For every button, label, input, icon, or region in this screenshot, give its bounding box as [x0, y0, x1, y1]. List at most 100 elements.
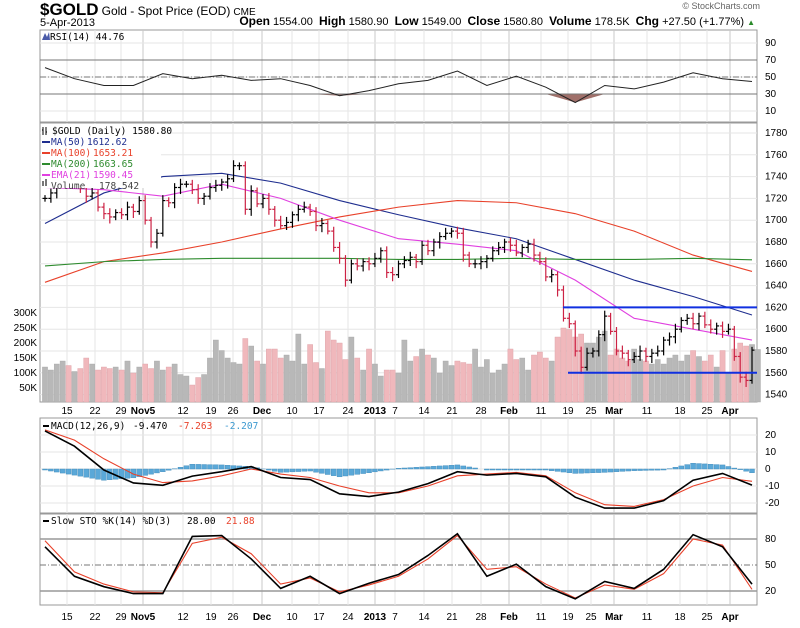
price-bar [178, 178, 184, 195]
legend-value: 1590.45 [93, 170, 133, 181]
macd-histogram-bar [537, 468, 543, 471]
panel-rsi [39, 29, 758, 123]
volume-bar [690, 350, 696, 403]
macd-histogram-bar [543, 468, 549, 471]
y-tick-label: 90 [765, 38, 777, 49]
price-bar [590, 347, 596, 358]
volume-bar [613, 348, 620, 403]
volume-bar [77, 368, 84, 403]
volume-bar [289, 360, 296, 403]
x-tick-label: 11 [642, 612, 653, 623]
y-tick-label: 1680 [765, 237, 788, 248]
legend-value: 1663.65 [93, 159, 133, 170]
macd-histogram-bar [325, 468, 331, 475]
x-tick-label: Dec [253, 612, 272, 623]
x-tick-label: Mar [605, 612, 623, 623]
volume-label: Volume [549, 14, 592, 28]
panel-macd [39, 417, 758, 514]
macd-histogram-bar [124, 468, 131, 479]
volume-bar [160, 369, 166, 403]
macd-histogram-bar [360, 468, 366, 474]
macd-histogram-bar [490, 468, 496, 471]
volume-bar [460, 362, 467, 403]
macd-histogram-bar [454, 464, 461, 470]
volume-bar [401, 339, 408, 403]
price-bar [472, 259, 478, 269]
volume-bar [295, 333, 302, 403]
y-tick-label: 200K [14, 338, 38, 349]
volume-bar [195, 377, 201, 403]
macd-histogram-bar [413, 467, 419, 470]
volume-bar [325, 330, 331, 403]
change-label: Chg [635, 14, 659, 28]
price-bar [637, 345, 643, 361]
price-bar [537, 251, 543, 265]
quote-summary: Open 1554.00 High 1580.90 Low 1549.00 Cl… [239, 14, 755, 28]
price-bar [348, 259, 354, 284]
price-bar [407, 251, 413, 266]
x-tick-label: Apr [721, 612, 738, 623]
x-tick-label: 2013 [364, 406, 387, 417]
x-tick-label: 26 [227, 406, 239, 417]
price-bar [390, 267, 396, 282]
macd-histogram-bar [613, 468, 620, 472]
x-tick-label: 12 [177, 406, 189, 417]
price-bar [266, 192, 272, 215]
x-tick-label: Apr [721, 406, 738, 417]
price-bar [596, 330, 602, 357]
rsi-title: RSI(14) 44.76 [50, 32, 125, 43]
macd-histogram-bar [725, 466, 732, 470]
macd-histogram-bar [42, 468, 48, 471]
price-bar [667, 332, 673, 346]
y-tick-label: 100K [14, 368, 38, 379]
volume-bar [271, 348, 278, 403]
price-bar [242, 161, 248, 215]
price-bar [613, 327, 619, 356]
y-tick-label: 1780 [765, 128, 788, 139]
macd-histogram-bar [519, 468, 525, 471]
volume-bar [525, 369, 531, 403]
volume-bar [601, 330, 608, 403]
price-bar [608, 312, 614, 335]
macd-histogram-bar [513, 468, 520, 471]
macd-histogram-bar [189, 464, 195, 470]
open-label: Open [239, 14, 270, 28]
macd-histogram-bar [183, 465, 190, 470]
price-bar [148, 216, 154, 248]
macd-histogram-bar [649, 468, 655, 471]
volume-bar [313, 362, 319, 403]
y-tick-label: 80 [765, 534, 777, 545]
macd-histogram-bar [48, 468, 54, 472]
volume-bar [248, 345, 255, 403]
volume-bar [696, 356, 702, 403]
volume-bar [148, 368, 154, 403]
volume-bar [389, 369, 396, 403]
volume-bar [649, 363, 655, 403]
x-tick-label: 19 [562, 612, 574, 623]
price-bar [124, 201, 130, 221]
price-bar [272, 206, 278, 227]
macd-histogram-bar [71, 468, 78, 476]
price-bar [219, 178, 225, 191]
macd-histogram-bar [283, 468, 290, 473]
volume-bar [383, 369, 390, 403]
price-bar [301, 201, 307, 213]
volume-bar [419, 348, 425, 403]
volume-bar [354, 357, 361, 403]
volume-bar [260, 363, 266, 403]
price-bar [154, 228, 160, 249]
macd-histogram-bar [737, 468, 743, 470]
x-tick-label: 7 [392, 612, 398, 623]
macd-histogram-bar [166, 468, 172, 471]
price-bar [513, 239, 519, 257]
y-tick-label: 1640 [765, 281, 788, 292]
low-label: Low [394, 14, 419, 28]
price-bar [525, 239, 531, 253]
price-bar [236, 162, 242, 171]
price-bar [602, 310, 608, 342]
y-tick-label: 1720 [765, 193, 788, 204]
y-tick-label: 1700 [765, 215, 788, 226]
price-bar [572, 320, 578, 357]
price-bar [331, 226, 337, 252]
macd-histogram-bar [678, 465, 684, 470]
